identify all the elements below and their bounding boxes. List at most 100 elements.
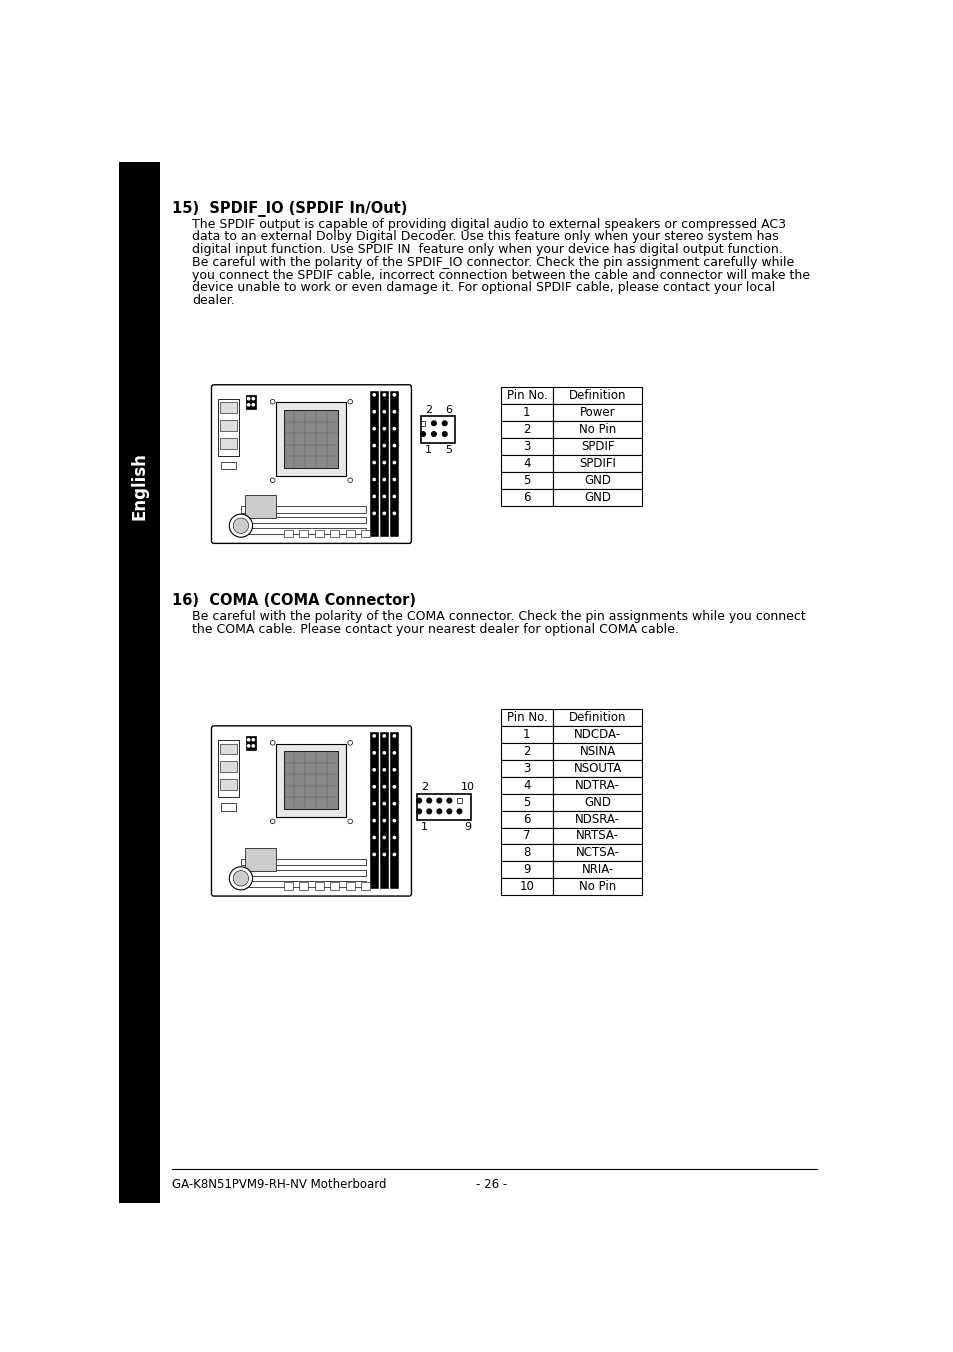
Text: 6: 6 — [522, 813, 530, 826]
Circle shape — [383, 769, 385, 771]
Circle shape — [393, 445, 395, 446]
Circle shape — [431, 431, 436, 437]
Text: 2: 2 — [522, 745, 530, 757]
Bar — [241, 529, 366, 534]
Bar — [345, 530, 355, 537]
Circle shape — [229, 867, 253, 890]
Text: NRIA-: NRIA- — [581, 864, 614, 876]
Text: 2: 2 — [424, 404, 432, 415]
Bar — [220, 803, 236, 811]
Text: NRTSA-: NRTSA- — [576, 830, 618, 842]
Circle shape — [247, 397, 250, 400]
Circle shape — [233, 518, 249, 534]
Bar — [553, 794, 641, 811]
Bar — [553, 488, 641, 506]
Text: 8: 8 — [522, 846, 530, 860]
Bar — [553, 454, 641, 472]
Bar — [553, 845, 641, 861]
Circle shape — [393, 752, 395, 754]
Circle shape — [373, 427, 375, 430]
Bar — [241, 518, 366, 523]
Text: 5: 5 — [522, 795, 530, 808]
Text: Pin No.: Pin No. — [506, 389, 547, 402]
Circle shape — [270, 819, 274, 823]
Bar — [420, 420, 425, 426]
Text: device unable to work or even damage it. For optional SPDIF cable, please contac: device unable to work or even damage it.… — [192, 281, 775, 295]
Circle shape — [373, 853, 375, 856]
Circle shape — [383, 837, 385, 838]
Bar — [500, 742, 553, 760]
Text: GND: GND — [583, 491, 611, 504]
Bar — [500, 472, 553, 488]
Circle shape — [373, 411, 375, 412]
Bar — [553, 861, 641, 879]
Text: 2: 2 — [522, 423, 530, 435]
Circle shape — [373, 512, 375, 515]
Text: 1: 1 — [424, 445, 432, 454]
Text: Definition: Definition — [569, 389, 626, 402]
Circle shape — [383, 445, 385, 446]
Text: 6: 6 — [522, 491, 530, 504]
Bar — [500, 438, 553, 454]
Bar — [241, 880, 366, 887]
Bar — [500, 404, 553, 420]
Text: 9: 9 — [522, 864, 530, 876]
Bar — [553, 404, 641, 420]
Bar — [500, 794, 553, 811]
Text: 6: 6 — [445, 404, 452, 415]
Bar — [241, 869, 366, 876]
Circle shape — [393, 479, 395, 480]
Text: 10: 10 — [460, 781, 475, 792]
Circle shape — [383, 411, 385, 412]
Circle shape — [393, 734, 395, 737]
Bar — [500, 879, 553, 895]
Circle shape — [373, 495, 375, 498]
Text: NDCDA-: NDCDA- — [574, 727, 620, 741]
Circle shape — [442, 431, 447, 437]
Circle shape — [383, 461, 385, 464]
Circle shape — [383, 495, 385, 498]
Text: - 26 -: - 26 - — [476, 1179, 506, 1191]
Circle shape — [373, 786, 375, 788]
Circle shape — [252, 404, 254, 406]
Circle shape — [383, 427, 385, 430]
Bar — [370, 391, 377, 535]
Circle shape — [393, 853, 395, 856]
Bar — [275, 403, 345, 476]
Bar — [553, 387, 641, 404]
Bar — [500, 827, 553, 845]
Text: Definition: Definition — [569, 711, 626, 723]
Circle shape — [442, 420, 447, 426]
Circle shape — [373, 445, 375, 446]
Bar — [553, 760, 641, 776]
Bar — [553, 472, 641, 488]
Text: 1: 1 — [522, 406, 530, 419]
Circle shape — [427, 798, 431, 803]
Text: you connect the SPDIF cable, incorrect connection between the cable and connecto: you connect the SPDIF cable, incorrect c… — [192, 269, 809, 281]
Text: 1: 1 — [420, 822, 428, 831]
Bar — [553, 420, 641, 438]
Text: The SPDIF output is capable of providing digital audio to external speakers or c: The SPDIF output is capable of providing… — [192, 218, 785, 231]
Bar — [390, 391, 397, 535]
Circle shape — [416, 808, 421, 814]
Bar — [553, 726, 641, 742]
Text: NSOUTA: NSOUTA — [573, 761, 621, 775]
Bar — [220, 744, 236, 754]
Circle shape — [436, 808, 441, 814]
Text: the COMA cable. Please contact your nearest dealer for optional COMA cable.: the COMA cable. Please contact your near… — [192, 623, 679, 635]
Bar — [553, 438, 641, 454]
Circle shape — [373, 803, 375, 804]
Text: 15)  SPDIF_IO (SPDIF In/Out): 15) SPDIF_IO (SPDIF In/Out) — [172, 200, 407, 216]
Circle shape — [247, 404, 250, 406]
Text: 2: 2 — [420, 781, 428, 792]
Text: SPDIFI: SPDIFI — [578, 457, 616, 469]
Circle shape — [436, 798, 441, 803]
Text: No Pin: No Pin — [578, 423, 616, 435]
Bar — [220, 420, 236, 431]
Circle shape — [270, 479, 274, 483]
Circle shape — [416, 798, 421, 803]
Circle shape — [229, 514, 253, 537]
Text: NDSRA-: NDSRA- — [575, 813, 619, 826]
Circle shape — [393, 427, 395, 430]
Bar — [283, 883, 293, 890]
